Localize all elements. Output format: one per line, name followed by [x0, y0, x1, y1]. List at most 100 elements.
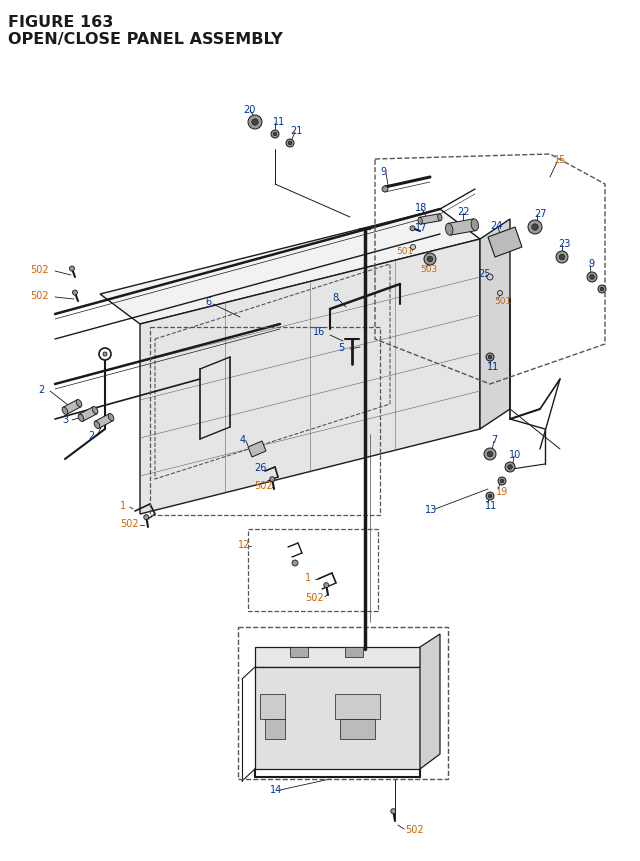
Text: 9: 9 [588, 258, 594, 269]
Polygon shape [340, 719, 375, 739]
Circle shape [288, 142, 292, 146]
Circle shape [424, 254, 436, 266]
Text: FIGURE 163: FIGURE 163 [8, 15, 113, 30]
Ellipse shape [92, 407, 98, 414]
Circle shape [498, 478, 506, 486]
Text: 2: 2 [38, 385, 44, 394]
Circle shape [497, 291, 502, 296]
Ellipse shape [438, 214, 442, 221]
Polygon shape [63, 400, 81, 415]
Bar [150, 328, 380, 516]
Polygon shape [79, 407, 97, 422]
Bar [248, 530, 378, 611]
Text: 502: 502 [30, 291, 49, 300]
Ellipse shape [62, 407, 68, 415]
Ellipse shape [108, 414, 114, 422]
Polygon shape [420, 635, 440, 769]
Circle shape [587, 273, 597, 282]
Circle shape [488, 494, 492, 499]
Circle shape [589, 276, 595, 280]
Text: 2: 2 [88, 430, 94, 441]
Text: 502: 502 [405, 824, 424, 834]
Text: OPEN/CLOSE PANEL ASSEMBLY: OPEN/CLOSE PANEL ASSEMBLY [8, 32, 283, 47]
Circle shape [500, 480, 504, 483]
Polygon shape [488, 228, 522, 257]
Ellipse shape [94, 422, 100, 429]
Text: 11: 11 [485, 500, 497, 511]
Bar [238, 628, 448, 779]
Circle shape [144, 515, 148, 520]
Text: 9: 9 [380, 167, 386, 177]
Text: 23: 23 [558, 238, 570, 249]
Circle shape [428, 257, 433, 263]
Circle shape [270, 477, 275, 482]
Text: 26: 26 [254, 462, 266, 473]
Text: 8: 8 [332, 293, 338, 303]
Text: 502: 502 [305, 592, 324, 603]
Circle shape [598, 286, 606, 294]
Circle shape [487, 275, 493, 281]
Text: 501: 501 [396, 247, 413, 257]
Text: 21: 21 [290, 126, 302, 136]
Circle shape [324, 583, 329, 588]
Text: 5: 5 [338, 343, 344, 353]
Circle shape [103, 353, 107, 356]
Polygon shape [448, 220, 476, 236]
Text: 16: 16 [313, 326, 325, 337]
Polygon shape [265, 719, 285, 739]
Text: 11: 11 [273, 117, 285, 127]
Polygon shape [480, 220, 510, 430]
Circle shape [252, 120, 258, 126]
Text: 10: 10 [509, 449, 521, 460]
Polygon shape [335, 694, 380, 719]
Text: 17: 17 [415, 223, 428, 232]
Circle shape [600, 288, 604, 292]
Text: 4: 4 [240, 435, 246, 444]
Text: 18: 18 [415, 202, 428, 213]
Text: 7: 7 [491, 435, 497, 444]
Ellipse shape [76, 400, 82, 407]
Circle shape [391, 808, 396, 814]
Circle shape [248, 116, 262, 130]
Circle shape [410, 226, 415, 232]
Text: 20: 20 [243, 105, 255, 115]
Text: 12: 12 [238, 539, 250, 549]
Polygon shape [255, 667, 420, 769]
Circle shape [99, 349, 111, 361]
Polygon shape [260, 694, 285, 719]
Text: 502: 502 [254, 480, 273, 491]
Circle shape [487, 452, 493, 457]
Polygon shape [95, 414, 113, 429]
Text: 6: 6 [205, 297, 211, 307]
Ellipse shape [445, 224, 453, 236]
Circle shape [559, 255, 564, 260]
Polygon shape [420, 214, 440, 225]
Text: 13: 13 [425, 505, 437, 514]
Circle shape [532, 225, 538, 231]
Text: 1: 1 [305, 573, 311, 582]
Circle shape [292, 561, 298, 567]
Text: 22: 22 [457, 207, 470, 217]
Text: 1: 1 [120, 500, 126, 511]
Circle shape [556, 251, 568, 263]
Text: 501: 501 [494, 297, 511, 307]
Circle shape [488, 356, 492, 359]
Text: 15: 15 [554, 155, 566, 164]
Text: 3: 3 [62, 414, 68, 424]
Polygon shape [255, 647, 420, 667]
Circle shape [410, 245, 415, 251]
Circle shape [271, 131, 279, 139]
Circle shape [508, 465, 512, 470]
Circle shape [486, 354, 494, 362]
Text: 14: 14 [270, 784, 282, 794]
Ellipse shape [78, 414, 84, 422]
Circle shape [486, 492, 494, 500]
Polygon shape [100, 210, 480, 325]
Circle shape [505, 462, 515, 473]
Text: 27: 27 [534, 208, 547, 219]
Circle shape [382, 187, 388, 193]
Polygon shape [248, 442, 266, 457]
Polygon shape [290, 647, 308, 657]
Text: 502: 502 [120, 518, 139, 529]
Text: 11: 11 [487, 362, 499, 372]
